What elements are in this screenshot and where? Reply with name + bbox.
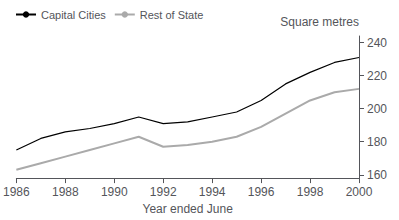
svg-text:1994: 1994: [199, 185, 226, 199]
svg-text:200: 200: [367, 102, 387, 116]
svg-text:180: 180: [367, 135, 387, 149]
svg-text:220: 220: [367, 69, 387, 83]
svg-text:Rest of State: Rest of State: [140, 9, 204, 21]
svg-text:Square metres: Square metres: [280, 15, 359, 29]
svg-text:240: 240: [367, 36, 387, 50]
svg-text:1998: 1998: [297, 185, 324, 199]
svg-text:1992: 1992: [150, 185, 177, 199]
svg-text:160: 160: [367, 168, 387, 182]
svg-text:1990: 1990: [101, 185, 128, 199]
svg-text:1996: 1996: [248, 185, 275, 199]
svg-text:Year ended June: Year ended June: [143, 202, 234, 216]
svg-text:1986: 1986: [3, 185, 30, 199]
svg-text:1988: 1988: [52, 185, 79, 199]
svg-text:Capital Cities: Capital Cities: [41, 9, 106, 21]
svg-text:2000: 2000: [346, 185, 373, 199]
